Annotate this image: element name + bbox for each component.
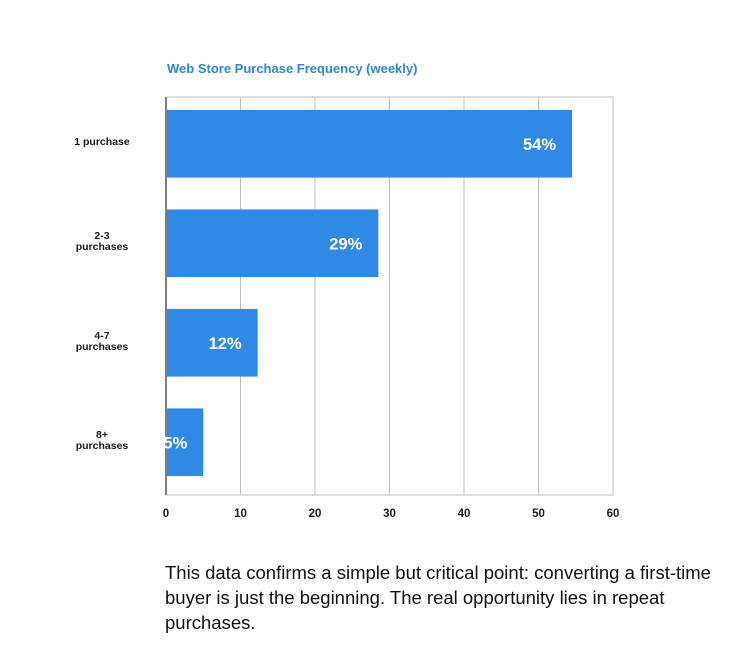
category-label: 1 purchase bbox=[42, 137, 162, 148]
category-label: 4-7 purchases bbox=[42, 329, 162, 353]
category-label-line: purchases bbox=[75, 440, 129, 453]
category-label-line: purchases bbox=[75, 340, 129, 353]
x-tick-label: 60 bbox=[607, 508, 620, 520]
bar-chart: 54% 29% 12% 5% 0 10 20 30 40 50 60 bbox=[163, 96, 620, 520]
category-label-line: 4-7 bbox=[94, 329, 110, 342]
category-label-line: 2-3 bbox=[94, 230, 110, 243]
x-tick-label: 10 bbox=[234, 508, 247, 520]
bar-data-label: 5% bbox=[163, 434, 187, 452]
x-tick-label: 30 bbox=[383, 508, 396, 520]
x-axis-ticks: 0 10 20 30 40 50 60 bbox=[163, 508, 620, 520]
category-label: 2-3 purchases bbox=[42, 231, 162, 253]
chart-title: Web Store Purchase Frequency (weekly) bbox=[167, 61, 418, 76]
category-label: 8+ purchases bbox=[42, 430, 162, 452]
x-tick-label: 50 bbox=[532, 508, 545, 520]
bar bbox=[167, 408, 204, 477]
bar-data-label: 54% bbox=[523, 136, 556, 154]
category-label-line: 1 purchase bbox=[74, 136, 130, 149]
x-tick-label: 20 bbox=[309, 508, 322, 520]
bar bbox=[167, 209, 379, 278]
bar bbox=[167, 308, 258, 377]
caption-text: This data confirms a simple but critical… bbox=[165, 562, 711, 633]
x-tick-label: 40 bbox=[458, 508, 471, 520]
x-tick-label: 0 bbox=[163, 508, 169, 520]
category-label-line: purchases bbox=[75, 241, 129, 254]
bar-data-label: 12% bbox=[209, 335, 242, 353]
category-label-line: 8+ bbox=[96, 429, 108, 442]
bar-data-label: 29% bbox=[329, 235, 362, 253]
bars: 54% 29% 12% 5% bbox=[163, 109, 573, 477]
bar bbox=[167, 109, 573, 178]
